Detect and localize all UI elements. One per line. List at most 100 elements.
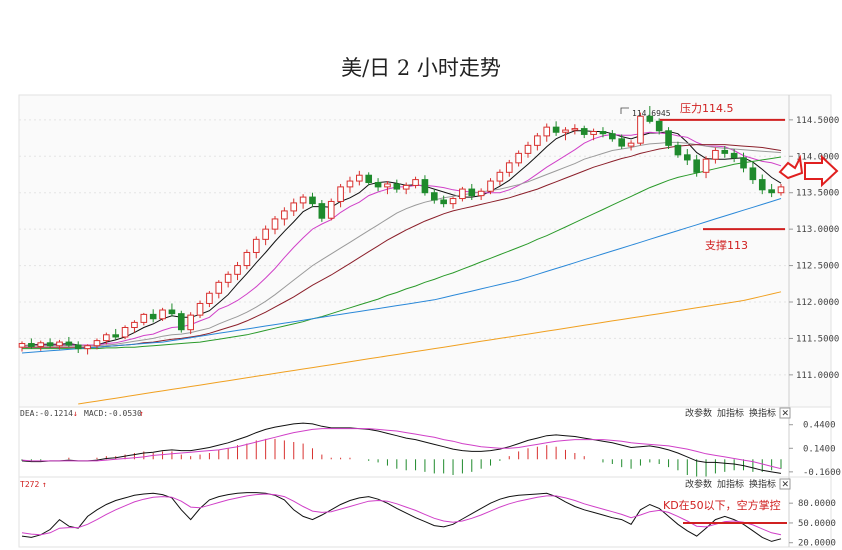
candle — [56, 339, 63, 350]
candle-body — [309, 196, 316, 205]
candle-body — [487, 180, 494, 192]
kd-params-button[interactable]: 改参数 — [685, 478, 712, 490]
candle-body — [599, 131, 607, 135]
candle-body — [721, 149, 729, 154]
candle-body — [393, 183, 401, 190]
candle — [187, 312, 194, 335]
candle — [768, 183, 775, 198]
candle — [365, 172, 373, 186]
moving-average-lines — [21, 130, 782, 405]
kd-lines — [21, 492, 782, 542]
macd-y-ticks: 0.4400 0.1400 -0.1600 — [789, 421, 841, 478]
macd-add-indicator-button[interactable]: 加指标 — [717, 407, 744, 419]
high-marker — [620, 107, 629, 114]
high-label: 114.6945 — [632, 109, 671, 118]
candle — [487, 178, 494, 195]
ma-line-ma120 — [21, 198, 782, 354]
candle — [234, 261, 241, 281]
candle-body — [56, 341, 63, 347]
candle-body — [683, 154, 691, 161]
candle-body — [168, 309, 176, 315]
candle-body — [655, 120, 663, 132]
candle — [252, 236, 260, 259]
candle — [580, 125, 588, 139]
y-tick-label: 114.5000 — [796, 116, 839, 126]
candle-body — [337, 186, 344, 202]
candle — [346, 176, 354, 193]
candle — [121, 325, 129, 340]
candle — [402, 182, 410, 195]
ma-line-ma20 — [22, 141, 782, 347]
y-tick-label: 113.0000 — [796, 225, 839, 235]
macd-params-button[interactable]: 改参数 — [685, 407, 712, 419]
candle — [421, 175, 429, 196]
kd-arrow-icon: ↑ — [42, 480, 47, 489]
candle — [168, 303, 176, 317]
kd-add-indicator-button[interactable]: 加指标 — [717, 478, 744, 490]
candle — [262, 225, 269, 246]
candle-body — [402, 184, 410, 190]
candle — [730, 149, 738, 163]
macd-dea-value: DEA:-0.1214 — [20, 409, 73, 418]
candle-body — [571, 128, 579, 131]
candle-body — [374, 182, 382, 188]
candle — [749, 162, 757, 184]
candle-body — [674, 144, 682, 156]
candle — [430, 189, 438, 204]
kd-y-ticks: 80.0000 50.0000 20.0000 — [789, 499, 836, 549]
candle — [459, 186, 466, 202]
macd-close-box[interactable] — [779, 407, 791, 419]
candle-body — [356, 174, 363, 182]
candle — [356, 170, 363, 186]
ma-line-ma240 — [78, 291, 782, 405]
candle — [627, 140, 635, 151]
candle-body — [318, 203, 326, 219]
candle — [777, 183, 785, 196]
candle-body — [468, 188, 476, 197]
candle-body — [224, 273, 232, 283]
candle-body — [196, 302, 204, 316]
candle — [543, 123, 551, 142]
candle-body — [149, 313, 157, 320]
candle — [243, 249, 251, 270]
kd-change-indicator-button[interactable]: 换指标 — [749, 478, 776, 490]
candle-body — [187, 314, 194, 331]
ma-line-ma60 — [22, 156, 782, 350]
candle — [271, 216, 279, 235]
candle — [412, 176, 419, 189]
candle — [562, 127, 569, 141]
macd-line-dea — [21, 428, 782, 470]
candle — [552, 121, 560, 136]
candle-body — [702, 158, 710, 173]
candle-body — [421, 179, 429, 194]
candle — [505, 159, 513, 177]
candle — [46, 338, 54, 348]
ma-line-ma10 — [22, 131, 782, 347]
candle — [28, 338, 35, 349]
candle — [159, 307, 166, 321]
candle-body — [271, 218, 279, 230]
kd-line-d — [21, 493, 782, 536]
candle-body — [412, 179, 419, 186]
candle-body — [327, 200, 335, 219]
candle — [637, 112, 644, 146]
candle — [84, 344, 91, 355]
kd-close-box[interactable] — [779, 478, 791, 490]
candle-body — [65, 341, 73, 346]
candle-body — [121, 327, 129, 338]
candle — [131, 320, 138, 333]
candle-body — [28, 343, 35, 347]
candle-body — [515, 152, 522, 164]
macd-line-dif — [21, 422, 782, 474]
kd-y-tick-label: 80.0000 — [798, 499, 836, 509]
main-panel — [18, 94, 832, 408]
candle-body — [365, 174, 373, 184]
candle — [674, 141, 682, 158]
candle-body — [496, 171, 504, 182]
y-tick-label: 111.5000 — [796, 334, 839, 344]
ma-line-ma30 — [22, 144, 782, 348]
candle — [683, 149, 691, 166]
candle-body — [281, 210, 288, 220]
kd-y-tick-label: 20.0000 — [798, 539, 836, 549]
macd-change-indicator-button[interactable]: 换指标 — [749, 407, 776, 419]
